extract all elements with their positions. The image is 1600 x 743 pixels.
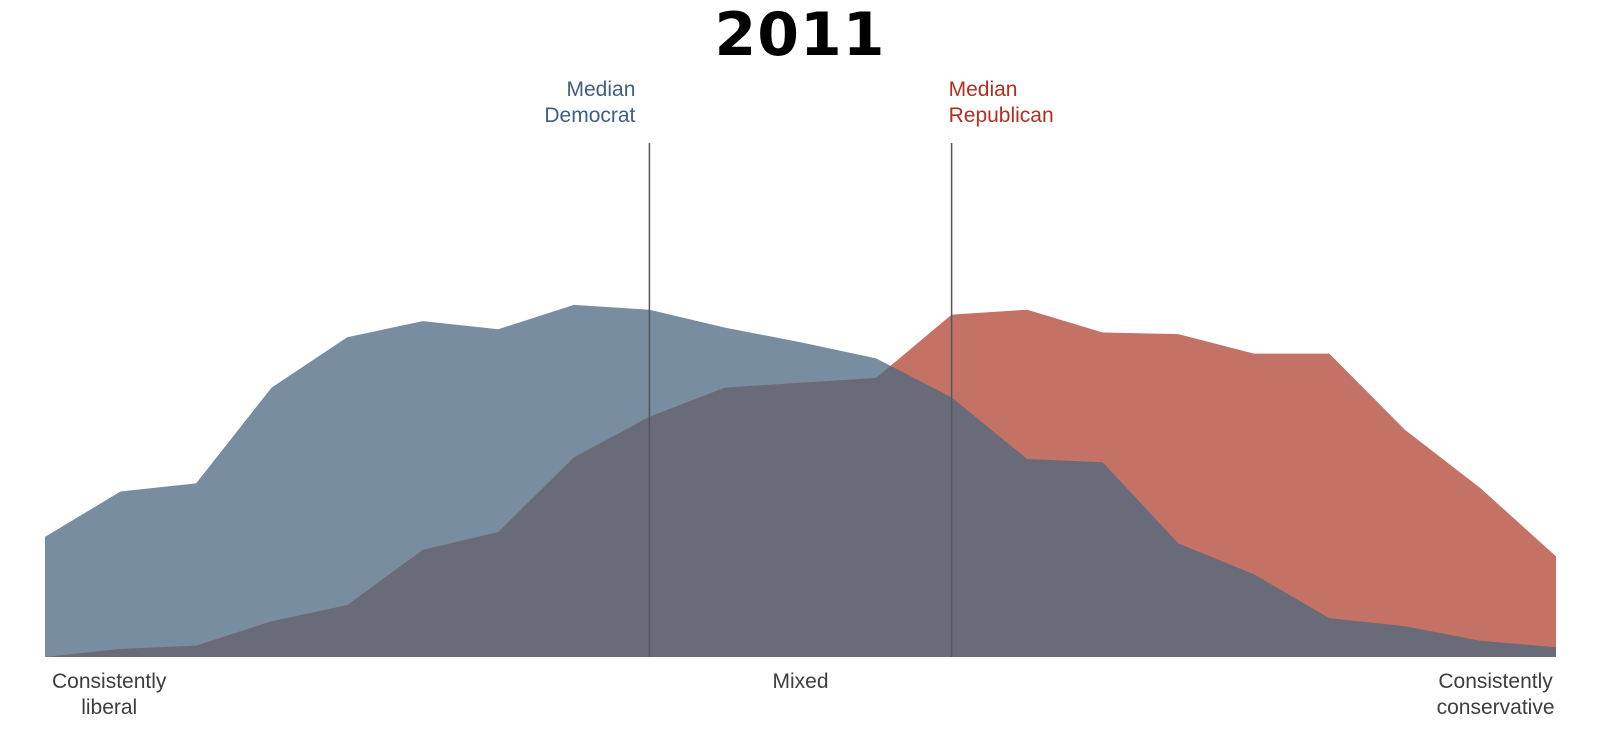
median-democrat-label: Median Democrat	[544, 78, 635, 127]
x-axis-label: Consistently conservative	[1437, 670, 1555, 719]
chart-title: 2011	[714, 0, 886, 70]
median-republican-label: Median Republican	[949, 78, 1054, 127]
x-axis-label: Consistently liberal	[52, 670, 167, 719]
x-axis-label: Mixed	[772, 670, 828, 693]
